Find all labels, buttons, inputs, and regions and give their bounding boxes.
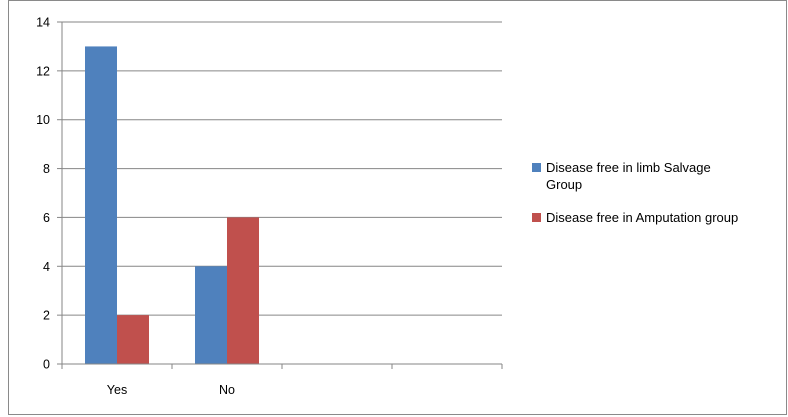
gridlines	[62, 21, 502, 316]
bar	[117, 315, 149, 364]
y-tick-label: 2	[43, 309, 50, 323]
legend-swatch	[532, 213, 541, 222]
bars	[85, 46, 259, 365]
legend-label: Disease free in limb Salvage Group	[546, 160, 711, 192]
y-tick-label: 10	[36, 113, 50, 127]
axes: 0 2 4 6 8 10 12 14 Yes No	[36, 16, 503, 397]
y-tick-label: 4	[43, 260, 50, 274]
y-tick-label: 6	[43, 211, 50, 225]
y-tick-label: 0	[43, 358, 50, 372]
y-tick-label: 8	[43, 162, 50, 176]
x-tick-label: No	[219, 383, 235, 397]
y-tick-label: 12	[36, 64, 50, 78]
bar	[85, 46, 117, 365]
y-tick-label: 14	[36, 16, 50, 30]
legend: Disease free in limb Salvage Group Disease…	[532, 160, 738, 225]
legend-label: Disease free in Amputation group	[546, 210, 738, 225]
bar	[195, 266, 227, 364]
x-tick-label: Yes	[107, 383, 127, 397]
legend-swatch	[532, 163, 541, 172]
bar	[227, 217, 259, 364]
